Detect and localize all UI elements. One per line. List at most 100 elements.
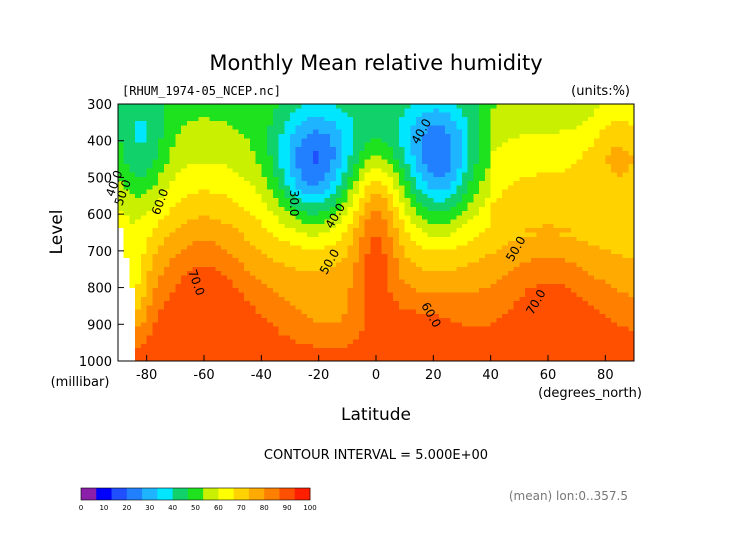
contour-cell [204,296,211,302]
contour-cell [209,219,217,225]
contour-cell [209,322,217,328]
contour-cell [393,326,400,332]
contour-cell [536,202,543,208]
contour-cell [456,296,463,302]
contour-cell [536,198,543,204]
contour-cell [284,223,291,229]
contour-cell [576,296,583,302]
contour-cell [611,116,618,122]
contour-cell [467,198,475,204]
contour-cell [152,288,159,294]
contour-cell [175,253,182,259]
contour-cell [605,125,612,131]
contour-cell [433,138,440,144]
contour-cell [335,189,343,195]
contour-cell [393,138,400,144]
contour-cell [249,155,257,161]
contour-cell [232,279,239,285]
contour-cell [244,193,251,199]
contour-cell [439,206,446,212]
contour-cell [347,275,354,281]
contour-cell [450,232,457,238]
contour-cell [284,215,291,221]
contour-cell [341,198,348,204]
contour-cell [559,121,566,127]
contour-cell [616,322,624,328]
contour-cell [484,236,492,242]
contour-cell [364,193,371,199]
contour-cell [140,279,148,285]
contour-cell [307,215,314,221]
contour-cell [593,301,601,306]
contour-cell [611,138,618,144]
contour-cell [513,129,520,135]
contour-cell [244,189,251,195]
contour-cell [146,258,153,264]
contour-cell [467,249,475,255]
contour-cell [267,215,274,221]
contour-cell [542,271,549,276]
contour-cell [129,181,136,186]
contour-cell [290,258,297,264]
contour-cell [611,112,618,118]
contour-cell [175,262,182,268]
contour-cell [376,151,383,156]
contour-cell [530,185,538,191]
contour-cell [628,335,635,341]
contour-cell [628,309,635,315]
contour-cell [387,249,394,255]
contour-cell [525,112,532,118]
contour-cell [324,198,331,204]
contour-cell [473,258,480,264]
contour-cell [456,159,463,165]
contour-cell [215,116,222,122]
contour-cell [376,279,383,285]
contour-cell [416,215,423,221]
contour-cell [341,228,348,234]
contour-cell [335,258,343,264]
contour-cell [244,211,251,216]
contour-cell [376,249,383,255]
contour-cell [387,142,394,148]
contour-cell [490,206,497,212]
contour-cell [456,241,463,246]
contour-cell [370,133,377,139]
contour-cell [576,228,583,234]
contour-cell [490,138,497,144]
contour-cell [312,193,320,199]
contour-cell [565,198,572,204]
contour-cell [588,241,595,246]
contour-cell [421,271,429,276]
contour-cell [278,258,285,264]
contour-cell [548,258,555,264]
contour-cell [192,249,199,255]
contour-cell [450,215,457,221]
contour-cell [312,223,320,229]
contour-cell [530,283,538,289]
contour-cell [444,296,452,302]
contour-cell [330,172,337,178]
contour-cell [284,288,291,294]
contour-cell [290,266,297,272]
contour-cell [209,236,217,242]
contour-cell [376,176,383,182]
contour-cell [513,104,520,109]
contour-cell [301,283,308,289]
contour-cell [404,215,411,221]
contour-cell [588,159,595,165]
contour-cell [347,168,354,174]
contour-cell [513,283,520,289]
contour-cell [152,296,159,302]
contour-cell [404,228,411,234]
contour-cell [559,326,566,332]
contour-cell [381,129,389,135]
contour-cell [278,104,285,109]
contour-cell [433,313,440,319]
contour-cell [204,301,211,306]
contour-cell [398,181,406,186]
contour-cell [605,151,612,156]
contour-cell [364,168,371,174]
contour-cell [484,112,492,118]
contour-cell [519,249,526,255]
